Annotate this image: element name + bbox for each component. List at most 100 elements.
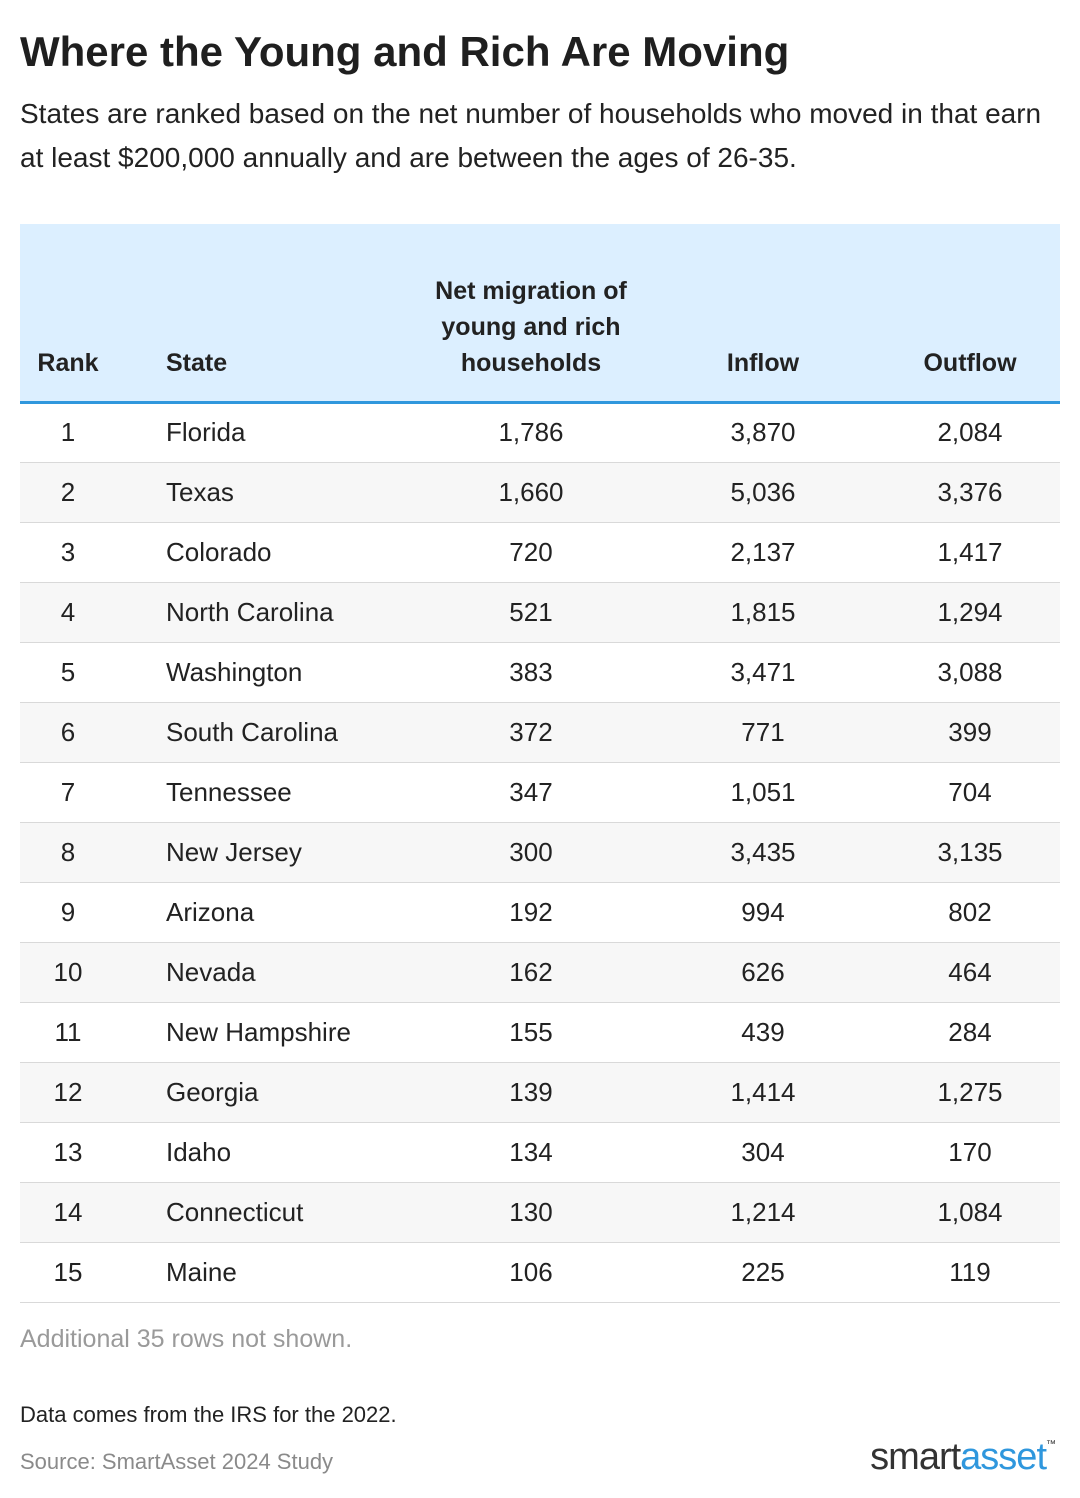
table-cell: 134: [509, 1136, 553, 1167]
table-body: 1 Florida 1,786 3,870 2,084 2 Texas 1,660 5,036 3…: [20, 402, 1060, 1302]
table-cell: Tennessee: [166, 776, 292, 807]
table-cell: 192: [509, 896, 553, 927]
table-row: 9 Arizona 192 994 802: [20, 882, 1060, 942]
column-header: Inflow: [646, 224, 880, 402]
table-cell: 439: [741, 1016, 785, 1047]
table-cell: 170: [948, 1136, 992, 1167]
table-cell: 3: [60, 536, 76, 567]
table-cell: 720: [509, 536, 553, 567]
source: Source: SmartAsset 2024 Study: [20, 1449, 334, 1474]
table-cell: 372: [509, 716, 553, 747]
table-row: 12 Georgia 139 1,414 1,275: [20, 1062, 1060, 1122]
table-row: 11 New Hampshire 155 439 284: [20, 1002, 1060, 1062]
table-cell: 3,088: [937, 656, 1003, 687]
data-note: Data comes from the IRS for the 2022.: [20, 1402, 397, 1427]
header-row: Rank State Net migration of young and rich…: [20, 224, 1060, 402]
column-header: Outflow: [880, 224, 1060, 402]
table-cell: Nevada: [166, 956, 256, 987]
logo-trademark: ™: [1046, 1439, 1056, 1450]
table-cell: 1,084: [937, 1196, 1003, 1227]
table-cell: 3,435: [730, 836, 796, 867]
table-cell: 2,084: [937, 417, 1003, 447]
subtitle: States are ranked based on the net numbe…: [20, 98, 1042, 173]
data-table: Rank State Net migration of young and rich…: [20, 224, 1060, 1303]
table-cell: 3,870: [730, 417, 796, 447]
table-cell: 2: [60, 476, 76, 507]
table-cell: Texas: [166, 476, 234, 507]
table-cell: 1,786: [498, 417, 564, 447]
table-row: 15 Maine 106 225 119: [20, 1242, 1060, 1302]
table-cell: 626: [741, 956, 785, 987]
table-cell: 3,471: [730, 656, 796, 687]
table-cell: 347: [509, 776, 553, 807]
logo: smartasset™: [870, 1436, 1056, 1479]
table-cell: 4: [60, 596, 76, 627]
table-cell: 383: [509, 656, 553, 687]
table-cell: 119: [949, 1256, 991, 1287]
table-row: 1 Florida 1,786 3,870 2,084: [20, 402, 1060, 462]
table-cell: 3,376: [937, 476, 1003, 507]
table-row: 5 Washington 383 3,471 3,088: [20, 642, 1060, 702]
column-header: Net migration of young and rich househol…: [416, 224, 646, 402]
table-cell: 994: [741, 896, 785, 927]
table-cell: 304: [741, 1136, 785, 1167]
table-cell: 521: [509, 596, 553, 627]
table-cell: 10: [53, 956, 83, 987]
table-cell: 14: [53, 1196, 83, 1227]
title: Where the Young and Rich Are Moving: [20, 28, 790, 75]
table-row: 3 Colorado 720 2,137 1,417: [20, 522, 1060, 582]
table-cell: 5: [60, 656, 76, 687]
table-cell: 1,294: [937, 596, 1003, 627]
table-cell: 162: [509, 956, 553, 987]
table-cell: Idaho: [166, 1136, 232, 1167]
table-cell: 3,135: [937, 836, 1003, 867]
table-row: 8 New Jersey 300 3,435 3,135: [20, 822, 1060, 882]
table-cell: 704: [948, 776, 992, 807]
table-cell: 1: [60, 417, 76, 447]
table-cell: 802: [948, 896, 992, 927]
table-cell: 1,051: [730, 776, 796, 807]
table-cell: 300: [509, 836, 553, 867]
table-row: 6 South Carolina 372 771 399: [20, 702, 1060, 762]
table-cell: Connecticut: [166, 1196, 304, 1227]
logo-part: asset: [960, 1436, 1047, 1478]
table-row: 2 Texas 1,660 5,036 3,376: [20, 462, 1060, 522]
table-row: 10 Nevada 162 626 464: [20, 942, 1060, 1002]
table-cell: 2,137: [730, 536, 796, 567]
column-header-text: Outflow: [923, 348, 1017, 377]
table-row: 13 Idaho 134 304 170: [20, 1122, 1060, 1182]
table-cell: 1,660: [498, 476, 564, 507]
table-cell: 284: [948, 1016, 992, 1047]
table-cell: 15: [53, 1256, 83, 1287]
table-cell: New Hampshire: [166, 1016, 351, 1047]
table-cell: 1,815: [730, 596, 796, 627]
table-cell: 8: [60, 836, 76, 867]
table-cell: Florida: [166, 417, 246, 447]
column-header: Rank: [20, 224, 116, 402]
table-cell: 106: [509, 1256, 553, 1287]
table-cell: 464: [948, 956, 992, 987]
table-cell: 139: [509, 1076, 553, 1107]
table-cell: 5,036: [730, 476, 796, 507]
table-cell: 1,417: [937, 536, 1003, 567]
table-row: 4 North Carolina 521 1,815 1,294: [20, 582, 1060, 642]
table-row: 7 Tennessee 347 1,051 704: [20, 762, 1060, 822]
table-cell: 13: [53, 1136, 83, 1167]
logo-part: smart: [870, 1436, 961, 1478]
table-cell: Arizona: [166, 896, 255, 927]
table-cell: 9: [60, 896, 76, 927]
table-cell: South Carolina: [166, 716, 338, 747]
table-cell: North Carolina: [166, 596, 334, 627]
table-cell: 1,414: [730, 1076, 796, 1107]
column-header-text: Net migration of young and rich househol…: [435, 276, 627, 377]
table-cell: 225: [741, 1256, 785, 1287]
table-cell: 6: [60, 716, 76, 747]
table-cell: 11: [54, 1016, 82, 1047]
column-header-text: Inflow: [726, 348, 800, 377]
table-cell: 7: [60, 776, 76, 807]
table-cell: 12: [53, 1076, 83, 1107]
table-cell: Colorado: [166, 536, 272, 567]
table-cell: Georgia: [166, 1076, 259, 1107]
column-header: State: [116, 224, 416, 402]
